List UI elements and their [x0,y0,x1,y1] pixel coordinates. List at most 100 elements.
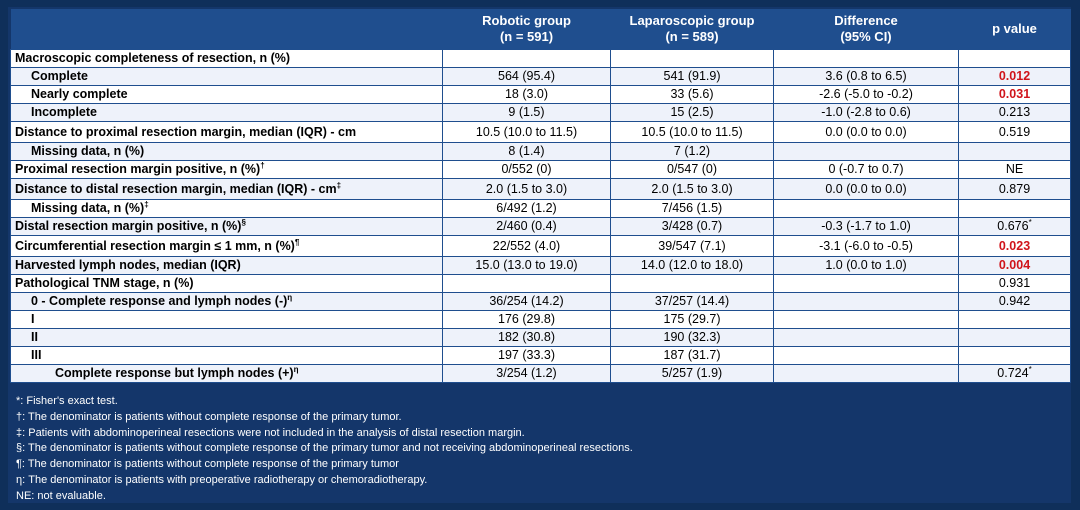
laparoscopic-cell: 0/547 (0) [610,160,774,179]
p-value-cell: 0.031 [958,85,1071,104]
row-label: Pathological TNM stage, n (%) [10,274,443,293]
laparoscopic-cell: 2.0 (1.5 to 3.0) [610,178,774,200]
header-p-value: p value [958,9,1071,50]
p-value-cell: 0.213 [958,103,1071,122]
difference-cell [773,142,959,161]
p-value-cell: NE [958,160,1071,179]
row-label: Proximal resection margin positive, n (%… [10,160,443,179]
p-value-cell: 0.012 [958,67,1071,86]
laparoscopic-cell: 7/456 (1.5) [610,199,774,218]
p-value-cell: 0.676* [958,217,1071,236]
robotic-cell: 564 (95.4) [442,67,611,86]
row-label: Nearly complete [10,85,443,104]
laparoscopic-cell [610,49,774,68]
footnote-marker: η [293,364,299,374]
robotic-cell: 182 (30.8) [442,328,611,347]
footnote-line: *: Fisher's exact test. [16,395,118,407]
robotic-cell: 10.5 (10.0 to 11.5) [442,121,611,143]
laparoscopic-cell: 5/257 (1.9) [610,364,774,383]
difference-cell [773,49,959,68]
header-laparoscopic: Laparoscopic group (n = 589) [610,9,774,50]
difference-cell [773,292,959,311]
table-row: II 182 (30.8) 190 (32.3) [10,328,1071,347]
difference-cell: 0.0 (0.0 to 0.0) [773,121,959,143]
row-label: Complete [10,67,443,86]
table-row: I 176 (29.8) 175 (29.7) [10,310,1071,329]
table-row: Proximal resection margin positive, n (%… [10,160,1071,179]
difference-cell: 1.0 (0.0 to 1.0) [773,256,959,275]
p-value-cell: 0.519 [958,121,1071,143]
p-value-cell: 0.023 [958,235,1071,257]
p-value-cell: 0.942 [958,292,1071,311]
header-robotic: Robotic group (n = 591) [442,9,611,50]
table-row: Distance to distal resection margin, med… [10,178,1071,200]
table-row: Complete response but lymph nodes (+)η 3/… [10,364,1071,383]
p-value-cell: 0.004 [958,256,1071,275]
p-value-cell [958,49,1071,68]
difference-cell [773,199,959,218]
row-label: 0 - Complete response and lymph nodes (-… [10,292,443,311]
robotic-cell: 197 (33.3) [442,346,611,365]
p-value-cell [958,310,1071,329]
laparoscopic-cell: 541 (91.9) [610,67,774,86]
laparoscopic-cell: 37/257 (14.4) [610,292,774,311]
table-row: Harvested lymph nodes, median (IQR) 15.0 … [10,256,1071,275]
table-row: Circumferential resection margin ≤ 1 mm,… [10,235,1071,257]
robotic-cell: 3/254 (1.2) [442,364,611,383]
p-value-cell [958,328,1071,347]
row-label: Harvested lymph nodes, median (IQR) [10,256,443,275]
difference-cell: 0 (-0.7 to 0.7) [773,160,959,179]
p-value-cell: 0.931 [958,274,1071,293]
row-label: Missing data, n (%)‡ [10,199,443,218]
footnote-marker: ¶ [294,237,300,247]
laparoscopic-cell: 175 (29.7) [610,310,774,329]
footnote-marker: ‡ [144,199,149,209]
footnote-marker: * [1028,364,1032,374]
robotic-cell: 9 (1.5) [442,103,611,122]
robotic-cell: 36/254 (14.2) [442,292,611,311]
robotic-cell: 8 (1.4) [442,142,611,161]
table-row: Complete 564 (95.4) 541 (91.9) 3.6 (0.8 to … [10,67,1071,86]
row-label: II [10,328,443,347]
difference-cell [773,328,959,347]
footnote-marker: * [1028,217,1032,227]
footnote-marker: § [241,217,246,227]
row-label: Circumferential resection margin ≤ 1 mm,… [10,235,443,257]
laparoscopic-cell: 10.5 (10.0 to 11.5) [610,121,774,143]
robotic-cell: 15.0 (13.0 to 19.0) [442,256,611,275]
robotic-cell: 22/552 (4.0) [442,235,611,257]
footnote-line: ¶: The denominator is patients without c… [16,458,399,471]
difference-cell: -0.3 (-1.7 to 1.0) [773,217,959,236]
header-outcome [10,9,443,50]
difference-cell [773,274,959,293]
table-row: Nearly complete 18 (3.0) 33 (5.6) -2.6 (-5.… [10,85,1071,104]
footnote-line: §: The denominator is patients without c… [16,442,633,455]
table-header-row: Robotic group (n = 591) Laparoscopic grou… [10,9,1071,50]
robotic-cell: 18 (3.0) [442,85,611,104]
difference-cell: -3.1 (-6.0 to -0.5) [773,235,959,257]
row-label: Incomplete [10,103,443,122]
laparoscopic-cell: 39/547 (7.1) [610,235,774,257]
row-label: Distance to proximal resection margin, m… [10,121,443,143]
footnote-line: ‡: Patients with abdominoperineal resect… [16,426,525,439]
difference-cell: 0.0 (0.0 to 0.0) [773,178,959,200]
difference-cell [773,346,959,365]
footnote-marker: † [260,160,265,170]
robotic-cell: 0/552 (0) [442,160,611,179]
footnote-marker: η [287,292,293,302]
table-row: Macroscopic completeness of resection, n… [10,49,1071,68]
row-label: I [10,310,443,329]
laparoscopic-cell [610,274,774,293]
table-row: Distal resection margin positive, n (%)§… [10,217,1071,236]
laparoscopic-cell: 33 (5.6) [610,85,774,104]
laparoscopic-cell: 187 (31.7) [610,346,774,365]
robotic-cell: 6/492 (1.2) [442,199,611,218]
p-value-cell [958,142,1071,161]
row-label: Missing data, n (%) [10,142,443,161]
table-row: Missing data, n (%)‡ 6/492 (1.2) 7/456 (1.… [10,199,1071,218]
difference-cell: -2.6 (-5.0 to -0.2) [773,85,959,104]
p-value-cell [958,346,1071,365]
laparoscopic-cell: 190 (32.3) [610,328,774,347]
footnote-line: η: The denominator is patients with preo… [16,473,428,486]
difference-cell [773,310,959,329]
